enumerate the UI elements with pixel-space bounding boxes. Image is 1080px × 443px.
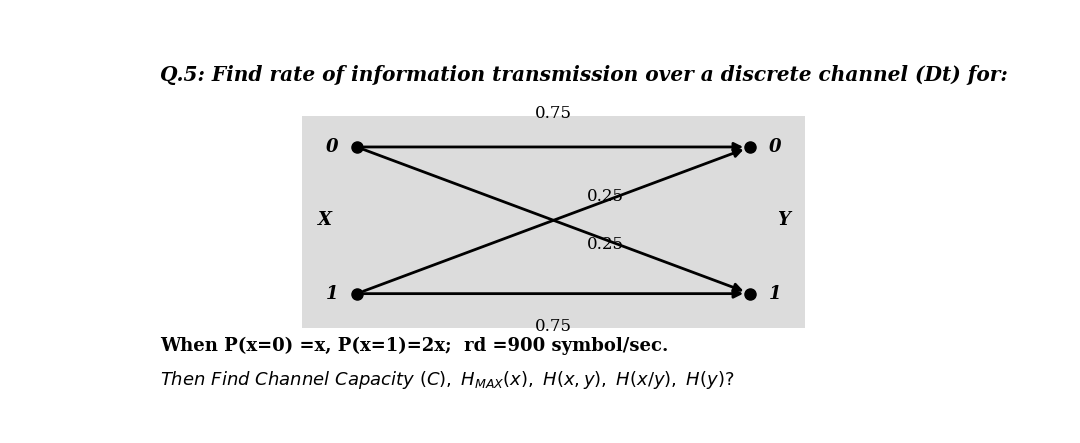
Text: Q.5: Find rate of information transmission over a discrete channel (Dt) for:: Q.5: Find rate of information transmissi… — [160, 65, 1008, 85]
Text: 0: 0 — [326, 138, 338, 156]
Text: 1: 1 — [769, 285, 781, 303]
Text: 0: 0 — [769, 138, 781, 156]
Text: X: X — [318, 211, 332, 229]
Text: 1: 1 — [326, 285, 338, 303]
Text: 0.25: 0.25 — [588, 188, 624, 205]
Text: 0.25: 0.25 — [588, 236, 624, 253]
Text: 0.75: 0.75 — [535, 318, 572, 335]
Text: Y: Y — [777, 211, 789, 229]
Bar — [302, 116, 805, 328]
Text: $\mathbf{\mathit{Then\ Find\ Channel\ Capacity\ (C),\ H_{MAX}(x),\ H(x,y),\ H(x/: $\mathbf{\mathit{Then\ Find\ Channel\ Ca… — [160, 369, 734, 391]
Text: When P(x=0) =x, P(x=1)=2x;  rd =900 symbol/sec.: When P(x=0) =x, P(x=1)=2x; rd =900 symbo… — [160, 337, 669, 355]
Text: 0.75: 0.75 — [535, 105, 572, 122]
